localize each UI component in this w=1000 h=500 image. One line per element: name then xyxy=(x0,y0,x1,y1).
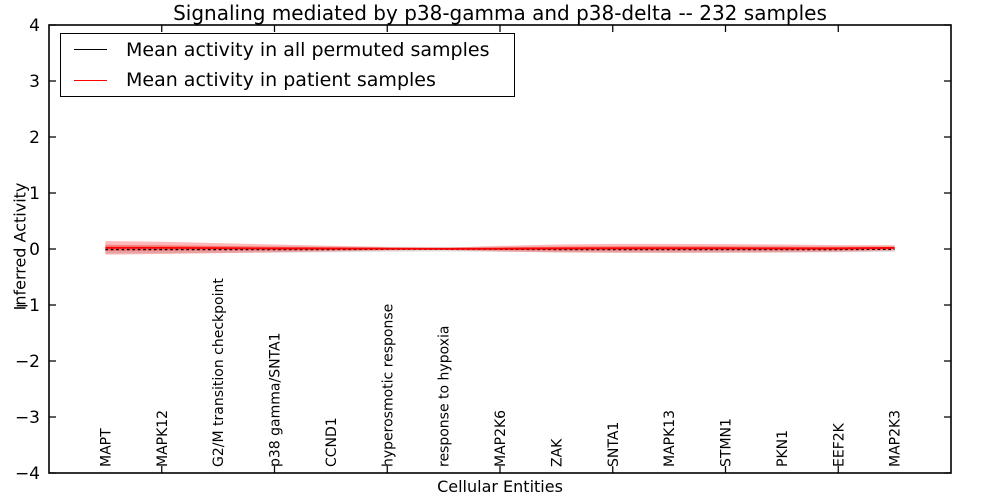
legend-item-permuted: Mean activity in all permuted samples xyxy=(61,35,514,65)
patient-mean-line xyxy=(105,246,895,250)
permuted-line-swatch-icon xyxy=(74,49,107,51)
legend-item-patient: Mean activity in patient samples xyxy=(61,65,514,95)
category-label: MAPK13 xyxy=(662,410,678,467)
patient-line-swatch-icon xyxy=(74,79,107,81)
category-label: p38 gamma/SNTA1 xyxy=(268,333,284,468)
category-label: MAP2K6 xyxy=(493,410,509,467)
category-label: CCND1 xyxy=(324,417,340,467)
y-tick-label: −1 xyxy=(15,296,40,316)
y-tick-label: −3 xyxy=(15,408,40,428)
legend: Mean activity in all permuted samples Me… xyxy=(60,33,515,97)
y-axis-label: Inferred Activity xyxy=(10,182,30,311)
legend-label-patient: Mean activity in patient samples xyxy=(126,69,436,92)
y-tick-label: 4 xyxy=(29,16,40,36)
x-axis-label: Cellular Entities xyxy=(437,477,563,496)
category-label: MAPK12 xyxy=(155,410,171,467)
y-tick-label: 1 xyxy=(29,184,40,204)
y-tick-label: 3 xyxy=(29,72,40,92)
category-label: STMN1 xyxy=(719,418,735,467)
y-tick-label: −4 xyxy=(15,464,40,484)
category-label: EEF2K xyxy=(831,422,847,467)
y-tick-label: 0 xyxy=(29,240,40,260)
category-label: MAP2K3 xyxy=(888,410,904,467)
plot-border xyxy=(48,24,952,474)
category-label: ZAK xyxy=(549,438,565,467)
category-label: PKN1 xyxy=(775,430,791,467)
y-tick-label: 2 xyxy=(29,128,40,148)
category-label: SNTA1 xyxy=(606,422,622,467)
category-label: MAPT xyxy=(98,428,114,467)
category-label: hyperosmotic response xyxy=(380,304,396,467)
category-label: G2/M transition checkpoint xyxy=(211,278,227,467)
y-tick-label: −2 xyxy=(15,352,40,372)
chart-title: Signaling mediated by p38-gamma and p38-… xyxy=(173,1,827,25)
legend-label-permuted: Mean activity in all permuted samples xyxy=(126,38,490,61)
category-label: response to hypoxia xyxy=(437,326,453,467)
